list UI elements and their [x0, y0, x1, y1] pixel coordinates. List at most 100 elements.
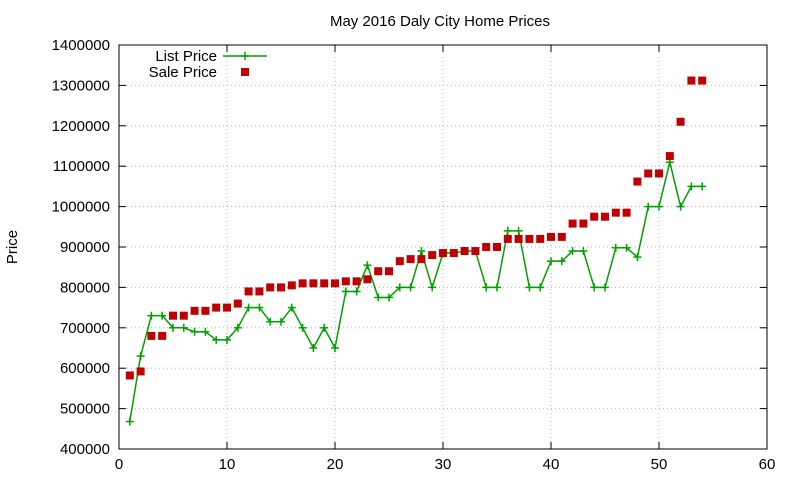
sale-price-point — [687, 76, 696, 85]
list-price-point — [579, 247, 588, 256]
y-tick-label: 1100000 — [53, 158, 110, 175]
sale-price-point — [320, 279, 329, 288]
sale-price-point — [536, 234, 545, 243]
legend-item-list-price: List Price — [155, 48, 267, 65]
list-price-point — [698, 182, 707, 191]
list-price-point — [503, 226, 512, 235]
list-price-point — [169, 323, 177, 332]
sale-price-point — [633, 177, 642, 186]
list-price-point — [568, 247, 577, 256]
list-price-point — [277, 317, 285, 326]
y-tick-label: 1300000 — [52, 77, 110, 94]
list-price-point — [298, 323, 307, 332]
list-price-point — [179, 323, 188, 332]
list-price-point — [212, 335, 221, 344]
grid — [119, 45, 767, 449]
ticks: 400000 500000 600000 700000 800000 900000 1000… — [52, 37, 776, 473]
list-price-point — [611, 243, 620, 252]
list-price-point — [417, 247, 426, 256]
y-tick-label: 1000000 — [52, 199, 110, 216]
list-price-point — [255, 303, 264, 312]
y-tick-label: 1400000 — [52, 37, 110, 54]
sale-price-point — [622, 208, 631, 217]
x-tick-label: 40 — [543, 456, 560, 473]
sale-price-point — [439, 249, 447, 258]
list-price-point — [601, 283, 609, 292]
sale-price-point — [428, 251, 437, 260]
list-price-point — [622, 243, 631, 252]
sale-price-point — [298, 279, 307, 288]
y-tick-label: 1200000 — [52, 118, 110, 135]
list-price-point — [309, 344, 318, 352]
sale-price-point — [352, 277, 361, 286]
list-price-point — [676, 202, 685, 211]
list-price-point — [320, 323, 329, 332]
sale-price-point — [363, 275, 372, 284]
sale-price-point — [266, 283, 275, 292]
sale-price-point — [179, 311, 188, 320]
list-price-point — [331, 344, 339, 352]
sale-price-point — [287, 281, 296, 290]
sale-price-point — [395, 257, 404, 266]
sale-price-point — [579, 219, 588, 228]
list-price-point — [395, 283, 404, 292]
list-price-point — [525, 283, 534, 292]
y-tick-label: 900000 — [60, 239, 110, 256]
x-tick-label: 20 — [327, 456, 344, 473]
list-price-point — [406, 283, 415, 292]
sale-price-point — [471, 247, 480, 256]
sale-price-point — [655, 169, 663, 178]
legend-marker — [241, 52, 249, 60]
x-tick-label: 30 — [435, 456, 452, 473]
sale-price-point — [601, 212, 609, 221]
sale-price-point — [136, 367, 145, 376]
sale-price-point — [331, 279, 339, 288]
x-tick-label: 50 — [651, 456, 668, 473]
sale-price-point — [503, 234, 512, 243]
y-tick-label: 400000 — [60, 441, 110, 458]
list-price-point — [547, 257, 555, 266]
series-layer — [125, 76, 707, 426]
y-tick-label: 700000 — [60, 320, 110, 337]
chart-title: May 2016 Daly City Home Prices — [330, 13, 550, 30]
legend-label-sale-price: Sale Price — [149, 64, 217, 81]
legend-item-sale-price: Sale Price — [149, 64, 249, 81]
sale-price-point — [158, 331, 167, 340]
sale-price-point — [493, 243, 501, 251]
sale-price-point — [190, 306, 199, 315]
y-tick-label: 800000 — [60, 279, 110, 296]
sale-price-point — [255, 287, 264, 296]
sale-price-point — [233, 299, 242, 308]
list-price-point — [557, 257, 566, 266]
list-price-point — [514, 226, 523, 235]
sale-price-point — [125, 371, 134, 380]
sale-price-point — [223, 303, 231, 312]
list-price-point — [233, 323, 242, 332]
sale-price-point — [406, 255, 415, 264]
sale-price-point — [309, 279, 318, 288]
sale-price-point — [341, 277, 350, 286]
sale-price-point — [169, 311, 177, 320]
list-price-point — [633, 253, 642, 262]
sale-price-point — [644, 169, 653, 178]
list-price-point — [125, 417, 134, 426]
list-price-point — [385, 293, 393, 302]
x-tick-label: 0 — [115, 456, 123, 473]
list-price-point — [223, 335, 231, 344]
sale-price-point — [212, 303, 221, 312]
sale-price-point — [557, 232, 566, 241]
list-price-point — [363, 261, 372, 270]
list-price-point — [352, 287, 361, 296]
sale-price-point — [547, 232, 555, 241]
x-tick-label: 10 — [219, 456, 236, 473]
list-price-point — [687, 182, 696, 191]
list-price-point — [147, 311, 156, 320]
sale-price-point — [568, 219, 577, 228]
list-price-point — [590, 283, 599, 292]
list-price-point — [341, 287, 350, 296]
list-price-point — [644, 202, 653, 211]
list-price-point — [287, 303, 296, 312]
y-axis-label: Price — [4, 230, 21, 264]
